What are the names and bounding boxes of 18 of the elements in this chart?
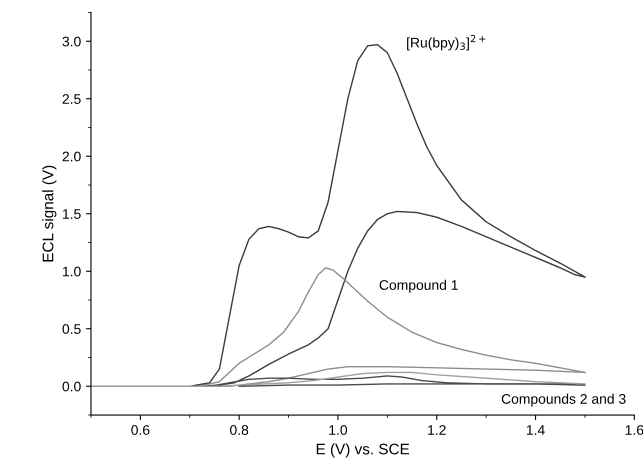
annotation: Compound 1 — [380, 280, 458, 293]
x-axis-title: E (V) vs. SCE — [316, 443, 410, 458]
x-tick-label: 1.6 — [626, 425, 643, 435]
y-axis-title: ECL signal (V) — [42, 166, 56, 262]
y-tick-label: 1.0 — [63, 266, 81, 276]
x-tick-label: 1.4 — [526, 425, 545, 435]
y-tick-label: 0.5 — [62, 324, 81, 334]
x-tick-label: 0.6 — [131, 425, 150, 435]
y-tick-label: 0.0 — [62, 382, 81, 392]
y-tick-label: 2.0 — [62, 152, 81, 162]
y-tick-label: 1.5 — [63, 209, 81, 219]
x-tick-label: 1.0 — [329, 425, 348, 435]
x-tick-label: 0.8 — [230, 425, 248, 435]
annotation: Compounds 2 and 3 — [502, 394, 626, 407]
y-tick-label: 2.5 — [62, 94, 81, 104]
annotation: [Ru(bpy)$_{3}$]$^{2+}$ — [407, 34, 486, 50]
x-tick-label: 1.2 — [428, 425, 446, 435]
y-tick-label: 3.0 — [62, 36, 81, 46]
